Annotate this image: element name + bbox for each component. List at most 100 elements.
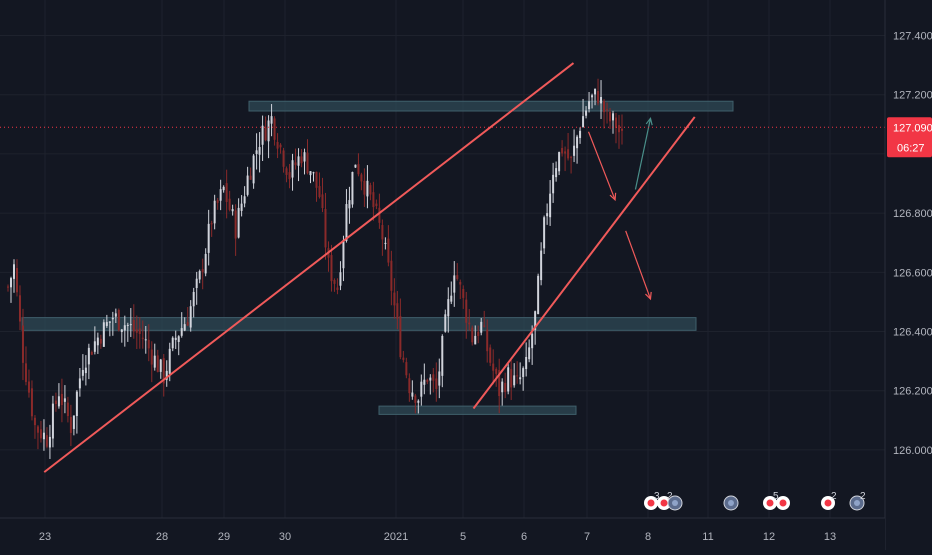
- candle-body: [246, 175, 249, 195]
- candle-body: [135, 329, 138, 333]
- candle-body: [102, 322, 105, 347]
- candle-body: [381, 225, 384, 240]
- candle-body: [378, 207, 381, 223]
- candle-body: [393, 292, 396, 306]
- candle-body: [207, 223, 210, 253]
- candle-body: [57, 396, 60, 407]
- candle-body: [63, 398, 66, 402]
- candle-body: [108, 321, 111, 323]
- candle-body: [408, 378, 411, 394]
- arrow-shaft: [587, 131, 616, 201]
- time-tick-label: 13: [824, 531, 836, 543]
- candle-body: [270, 116, 273, 124]
- candle-body: [429, 377, 432, 381]
- candle-body: [252, 155, 255, 184]
- candle-body: [189, 306, 192, 328]
- candle-body: [486, 329, 489, 352]
- candle-body: [609, 111, 612, 122]
- event-count: 2: [831, 491, 837, 502]
- ring-inner: [647, 499, 655, 507]
- candle-body: [483, 325, 486, 327]
- arrow-head: [645, 291, 652, 301]
- candle-body: [210, 223, 213, 225]
- candle-body: [399, 316, 402, 358]
- candle-body: [597, 91, 600, 104]
- candle-body: [450, 295, 453, 302]
- candle-body: [333, 279, 336, 284]
- candle-body: [510, 369, 513, 388]
- arrow-head: [609, 192, 617, 202]
- candle-body: [231, 209, 234, 212]
- candle-body: [18, 295, 21, 322]
- candle-body: [498, 370, 501, 397]
- candle-body: [489, 347, 492, 363]
- ring-icon: [644, 496, 658, 510]
- candle-body: [360, 174, 363, 182]
- candle-body: [546, 213, 549, 217]
- candle-body: [30, 388, 33, 417]
- candle-body: [153, 355, 156, 368]
- candle-body: [459, 281, 462, 285]
- price-axis[interactable]: 127.400 127.200 126.800 126.600 126.400 126.2…: [884, 0, 932, 550]
- candle-body: [129, 324, 132, 326]
- candle-body: [537, 275, 540, 315]
- candle-body: [339, 272, 342, 286]
- rising-lower-trendline: [472, 116, 696, 410]
- candle-body: [159, 359, 162, 372]
- event-group-3[interactable]: 5: [763, 491, 790, 510]
- arrow-head: [645, 117, 653, 126]
- candle-body: [96, 337, 99, 346]
- price-tick-label: 126.600: [893, 267, 932, 279]
- event-count: 2: [860, 491, 866, 502]
- candle-body: [615, 117, 618, 128]
- candle-body: [588, 101, 591, 110]
- candle-body: [600, 97, 603, 104]
- candle-body: [204, 253, 207, 274]
- candle-body: [315, 171, 318, 188]
- candle-body: [69, 417, 72, 433]
- candle-body: [117, 309, 120, 331]
- grid: [0, 0, 885, 518]
- candle-body: [603, 100, 606, 113]
- candle-body: [51, 403, 54, 439]
- globe-icon: [849, 495, 865, 511]
- candle-body: [225, 183, 228, 202]
- event-group-5[interactable]: 2: [849, 491, 866, 511]
- candle-body: [177, 336, 180, 342]
- candle-body: [300, 156, 303, 164]
- candle-body: [558, 152, 561, 172]
- event-group-4[interactable]: 2: [821, 491, 837, 510]
- candle-body: [570, 156, 573, 158]
- resistance-zone: [248, 100, 734, 112]
- ring-inner: [824, 499, 832, 507]
- candle-body: [471, 327, 474, 343]
- time-tick-label: 12: [763, 531, 775, 543]
- time-axis[interactable]: 23 28 29 30 2021 5 6 7 8 11 12 13: [0, 517, 885, 550]
- candle-body: [321, 194, 324, 209]
- candle-body: [516, 375, 519, 377]
- candle-body: [279, 144, 282, 148]
- candle-body: [81, 369, 84, 376]
- arrow-shaft: [625, 230, 652, 300]
- candle-body: [579, 130, 582, 138]
- candle-body: [60, 393, 63, 406]
- middle-zone: [21, 317, 697, 331]
- candle-body: [276, 141, 279, 149]
- candle-body: [162, 358, 165, 384]
- time-tick-label: 30: [279, 531, 291, 543]
- candle-body: [147, 339, 150, 349]
- candle-body: [309, 171, 312, 176]
- ring-inner: [766, 499, 774, 507]
- candle-body: [495, 369, 498, 374]
- candle-body: [504, 382, 507, 393]
- candle-body: [534, 311, 537, 330]
- candle-body: [150, 349, 153, 365]
- candle-body: [7, 286, 9, 288]
- candle-body: [606, 109, 609, 111]
- event-group-2[interactable]: [723, 495, 739, 511]
